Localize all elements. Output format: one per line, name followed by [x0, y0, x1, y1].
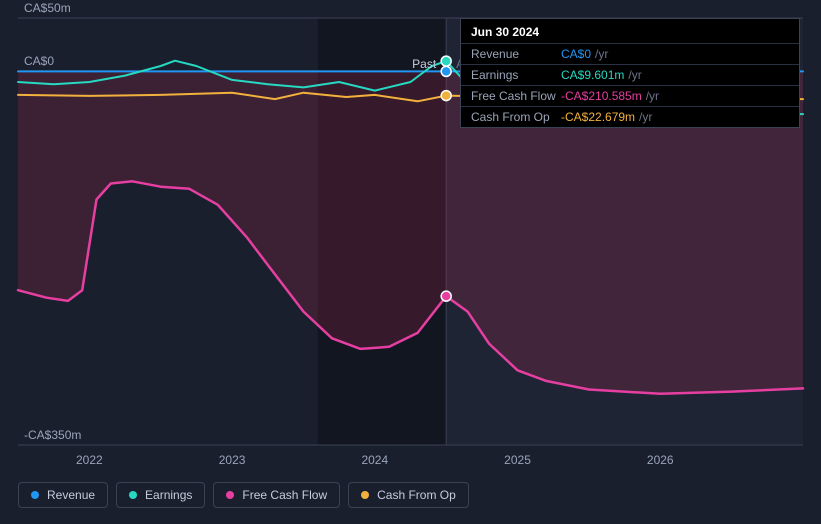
tooltip-unit: /yr	[639, 110, 652, 124]
x-tick-label: 2024	[361, 453, 388, 467]
y-tick-label: -CA$350m	[24, 428, 81, 442]
tooltip-label: Cash From Op	[471, 110, 561, 124]
legend-label: Earnings	[145, 488, 192, 502]
legend-item-cfo[interactable]: Cash From Op	[348, 482, 469, 508]
tooltip-label: Free Cash Flow	[471, 89, 561, 103]
tooltip-unit: /yr	[628, 68, 641, 82]
earnings-revenue-chart: CA$50m CA$0 -CA$350m 2022 2023 2024 2025…	[0, 0, 821, 524]
x-tick-label: 2025	[504, 453, 531, 467]
chart-legend: Revenue Earnings Free Cash Flow Cash Fro…	[18, 482, 469, 508]
tooltip-label: Revenue	[471, 47, 561, 61]
tooltip-row-earnings: Earnings CA$9.601m /yr	[461, 64, 799, 85]
tooltip-value: CA$0	[561, 47, 591, 61]
tooltip-value: -CA$22.679m	[561, 110, 635, 124]
tooltip-unit: /yr	[595, 47, 608, 61]
chart-tooltip: Jun 30 2024 Revenue CA$0 /yr Earnings CA…	[460, 18, 800, 128]
legend-label: Free Cash Flow	[242, 488, 327, 502]
legend-swatch	[226, 491, 234, 499]
tooltip-value: CA$9.601m	[561, 68, 624, 82]
tooltip-row-fcf: Free Cash Flow -CA$210.585m /yr	[461, 85, 799, 106]
y-tick-label: CA$0	[24, 54, 54, 68]
legend-swatch	[31, 491, 39, 499]
legend-swatch	[361, 491, 369, 499]
x-tick-label: 2023	[219, 453, 246, 467]
legend-label: Cash From Op	[377, 488, 456, 502]
x-tick-label: 2022	[76, 453, 103, 467]
legend-label: Revenue	[47, 488, 95, 502]
legend-item-revenue[interactable]: Revenue	[18, 482, 108, 508]
tooltip-row-cfo: Cash From Op -CA$22.679m /yr	[461, 106, 799, 127]
tooltip-value: -CA$210.585m	[561, 89, 642, 103]
y-tick-label: CA$50m	[24, 1, 71, 15]
past-region-label: Past	[412, 57, 436, 71]
tooltip-unit: /yr	[646, 89, 659, 103]
legend-swatch	[129, 491, 137, 499]
legend-item-fcf[interactable]: Free Cash Flow	[213, 482, 340, 508]
tooltip-label: Earnings	[471, 68, 561, 82]
x-tick-label: 2026	[647, 453, 674, 467]
legend-item-earnings[interactable]: Earnings	[116, 482, 205, 508]
tooltip-row-revenue: Revenue CA$0 /yr	[461, 43, 799, 64]
tooltip-date: Jun 30 2024	[461, 19, 799, 43]
